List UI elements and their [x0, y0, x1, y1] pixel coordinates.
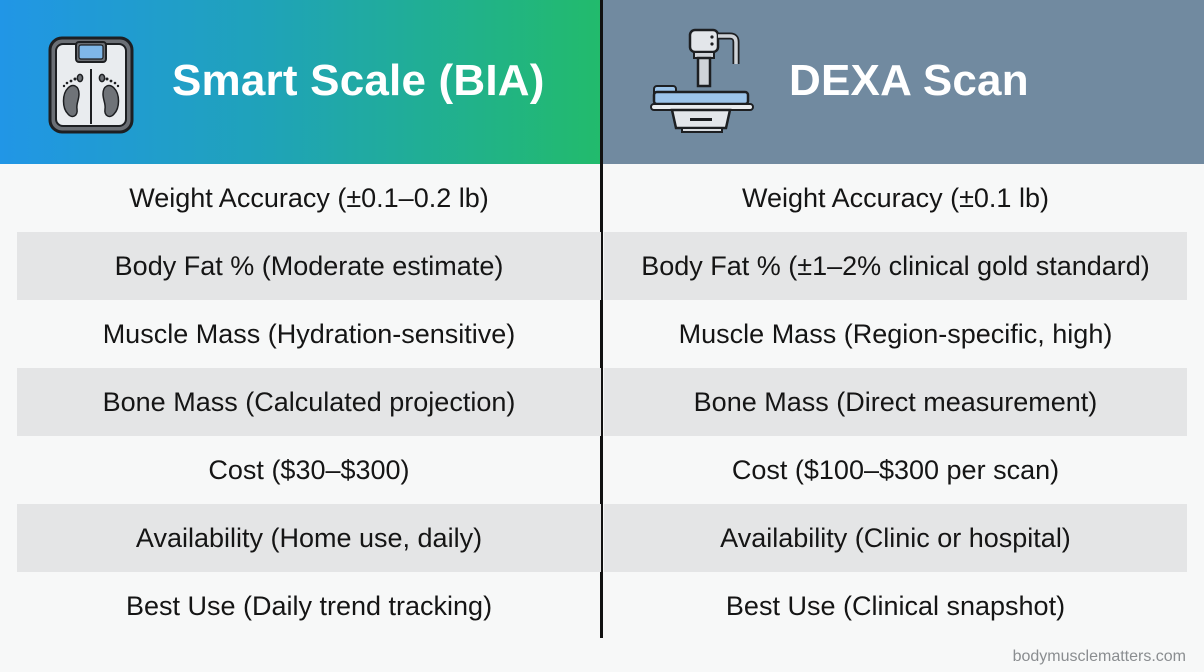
- bathroom-scale-icon: [48, 36, 134, 134]
- table-row: Body Fat % (Moderate estimate): [17, 232, 601, 300]
- dexa-scanner-icon: [650, 28, 754, 133]
- column-divider: [600, 0, 603, 638]
- table-row: Weight Accuracy (±0.1 lb): [742, 182, 1049, 213]
- table-row: Availability (Clinic or hospital): [604, 504, 1187, 572]
- table-row: Bone Mass (Direct measurement): [604, 368, 1187, 436]
- dexa-scan-column: Weight Accuracy (±0.1 lb) Body Fat % (±1…: [604, 164, 1187, 640]
- table-row: Bone Mass (Calculated projection): [17, 368, 601, 436]
- watermark: bodymusclematters.com: [1012, 648, 1186, 665]
- smart-scale-column: Weight Accuracy (±0.1–0.2 lb) Body Fat %…: [17, 164, 601, 640]
- table-row: Weight Accuracy (±0.1–0.2 lb): [129, 182, 489, 213]
- dexa-scan-header: DEXA Scan: [603, 0, 1204, 164]
- table-row: Cost ($100–$300 per scan): [731, 454, 1060, 485]
- table-row: Body Fat % (±1–2% clinical gold standard…: [604, 232, 1187, 300]
- table-row: Cost ($30–$300): [208, 454, 410, 485]
- dexa-scan-title: DEXA Scan: [789, 56, 1029, 105]
- table-row: Best Use (Clinical snapshot): [725, 590, 1066, 621]
- smart-scale-header: Smart Scale (BIA): [0, 0, 601, 164]
- table-row: Muscle Mass (Region-specific, high): [678, 318, 1113, 349]
- smart-scale-title: Smart Scale (BIA): [172, 56, 545, 105]
- table-row: Best Use (Daily trend tracking): [125, 590, 493, 621]
- table-row: Muscle Mass (Hydration-sensitive): [102, 318, 516, 349]
- table-row: Availability (Home use, daily): [17, 504, 601, 572]
